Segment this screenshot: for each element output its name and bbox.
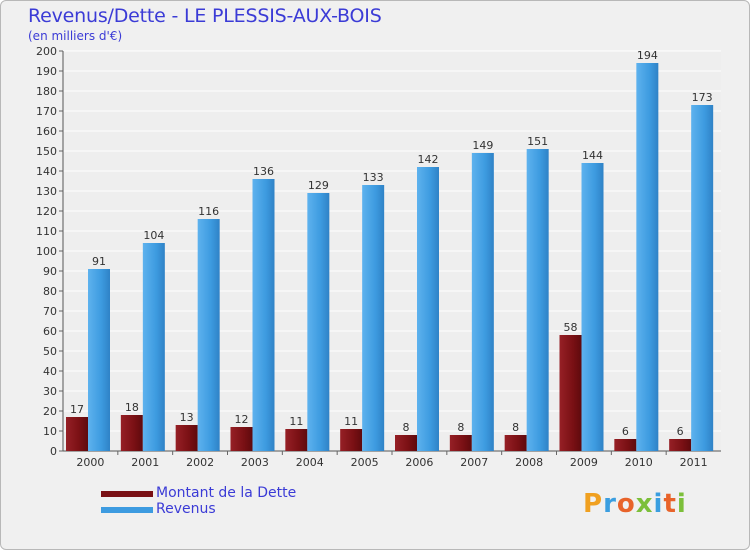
bar-dette: [669, 439, 692, 451]
bar-revenus: [362, 185, 385, 451]
y-tick-label: 160: [36, 125, 57, 138]
x-tick-label: 2006: [405, 456, 433, 469]
chart-subtitle: (en milliers d'€): [28, 29, 123, 43]
y-tick-label: 30: [43, 385, 57, 398]
legend-swatch-dette: [101, 491, 153, 497]
data-label-revenus: 149: [472, 139, 493, 152]
y-tick-label: 90: [43, 265, 57, 278]
legend-label-dette: Montant de la Dette: [156, 485, 297, 501]
bar-dette: [559, 335, 582, 451]
y-tick-label: 40: [43, 365, 57, 378]
data-label-revenus: 136: [253, 165, 274, 178]
y-tick-label: 200: [36, 45, 57, 58]
data-label-revenus: 173: [692, 91, 713, 104]
y-tick-label: 70: [43, 305, 57, 318]
x-tick-label: 2007: [460, 456, 488, 469]
bar-dette: [449, 435, 472, 451]
y-tick-label: 60: [43, 325, 57, 338]
bar-dette: [285, 429, 308, 451]
x-tick-label: 2009: [570, 456, 598, 469]
bar-dette: [175, 425, 198, 451]
y-tick-label: 50: [43, 345, 57, 358]
legend-swatch-revenus: [101, 507, 153, 513]
y-tick-label: 0: [50, 445, 57, 458]
data-label-revenus: 91: [92, 255, 106, 268]
y-tick-label: 170: [36, 105, 57, 118]
y-tick-label: 80: [43, 285, 57, 298]
chart-title: Revenus/Dette - LE PLESSIS-AUX-BOIS: [28, 5, 382, 27]
x-tick-label: 2008: [515, 456, 543, 469]
bar-revenus: [252, 179, 275, 451]
proxiti-logo: Proxiti: [583, 489, 687, 519]
y-tick-label: 130: [36, 185, 57, 198]
bar-revenus: [88, 269, 110, 451]
logo-letter: o: [616, 489, 636, 519]
x-tick-label: 2005: [351, 456, 379, 469]
bar-revenus: [197, 219, 220, 451]
data-label-dette: 8: [403, 421, 410, 434]
bar-revenus: [526, 149, 549, 451]
data-label-dette: 6: [622, 425, 629, 438]
y-tick-label: 20: [43, 405, 57, 418]
bar-dette: [340, 429, 363, 451]
logo-letter: i: [653, 489, 664, 519]
data-label-dette: 58: [564, 321, 578, 334]
y-tick-label: 110: [36, 225, 57, 238]
logo-letter: r: [603, 489, 617, 519]
data-label-dette: 11: [289, 415, 303, 428]
data-label-revenus: 116: [198, 205, 219, 218]
bar-revenus: [307, 193, 330, 451]
data-label-dette: 17: [70, 403, 84, 416]
bar-revenus: [636, 63, 659, 451]
x-tick-label: 2010: [625, 456, 653, 469]
x-tick-label: 2003: [241, 456, 269, 469]
y-tick-label: 140: [36, 165, 57, 178]
data-label-dette: 8: [457, 421, 464, 434]
y-tick-label: 180: [36, 85, 57, 98]
logo-letter: t: [663, 489, 677, 519]
data-label-dette: 12: [235, 413, 249, 426]
y-tick-label: 120: [36, 205, 57, 218]
data-label-dette: 6: [677, 425, 684, 438]
bar-dette: [120, 415, 143, 451]
y-tick-label: 190: [36, 65, 57, 78]
data-label-revenus: 142: [418, 153, 439, 166]
bar-revenus: [142, 243, 165, 451]
data-label-revenus: 151: [527, 135, 548, 148]
x-tick-label: 2001: [131, 456, 159, 469]
bar-revenus: [581, 163, 604, 451]
bar-dette: [66, 417, 88, 451]
logo-letter: P: [583, 489, 604, 519]
bar-revenus: [691, 105, 714, 451]
data-label-revenus: 133: [363, 171, 384, 184]
bar-dette: [504, 435, 527, 451]
legend-label-revenus: Revenus: [156, 501, 216, 517]
data-label-revenus: 104: [143, 229, 164, 242]
y-tick-label: 150: [36, 145, 57, 158]
data-label-dette: 18: [125, 401, 139, 414]
data-label-dette: 8: [512, 421, 519, 434]
data-label-revenus: 194: [637, 49, 658, 62]
bar-dette: [395, 435, 417, 451]
data-label-dette: 11: [344, 415, 358, 428]
x-tick-label: 2011: [680, 456, 708, 469]
bar-dette: [230, 427, 253, 451]
x-tick-label: 2002: [186, 456, 214, 469]
bar-revenus: [417, 167, 439, 451]
bar-dette: [614, 439, 637, 451]
data-label-dette: 13: [180, 411, 194, 424]
x-tick-label: 2004: [296, 456, 324, 469]
data-label-revenus: 144: [582, 149, 603, 162]
bar-revenus: [471, 153, 494, 451]
y-tick-label: 10: [43, 425, 57, 438]
x-tick-label: 2000: [76, 456, 104, 469]
logo-letter: i: [676, 489, 687, 519]
y-tick-label: 100: [36, 245, 57, 258]
data-label-revenus: 129: [308, 179, 329, 192]
logo-letter: x: [635, 489, 654, 519]
